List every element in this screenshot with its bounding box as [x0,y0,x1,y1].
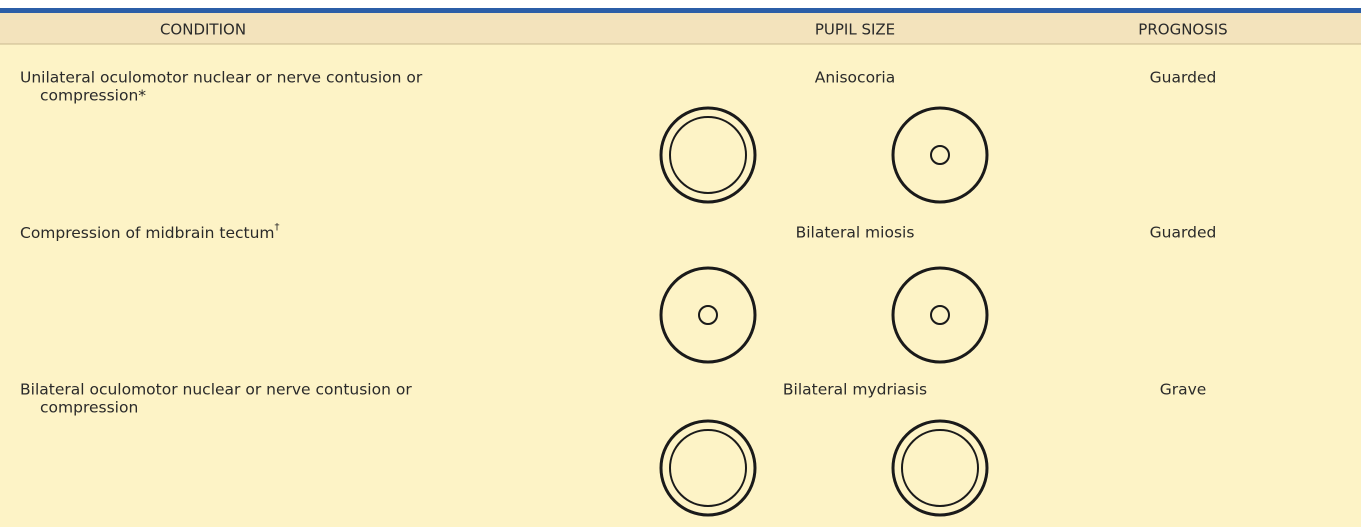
condition-text: compression [40,399,138,417]
condition-text: compression* [40,87,146,105]
pupil-diagram [659,106,989,204]
pupil-size: Bilateral miosis [796,224,915,242]
header-row [0,13,1361,44]
top-strip [0,0,1361,8]
condition-text: Unilateral oculomotor nuclear or nerve c… [20,69,423,87]
prognosis: Guarded [1150,224,1217,242]
condition-text: Bilateral oculomotor nuclear or nerve co… [20,381,412,399]
condition-text: Compression of midbrain tectum† [20,222,280,242]
header-cell: PROGNOSIS [1138,21,1227,39]
header-cell: PUPIL SIZE [815,21,895,39]
header-cell: CONDITION [160,21,246,39]
prognosis: Grave [1160,381,1207,399]
footnote-mark: † [275,222,280,233]
pupil-diagram [659,266,989,364]
pupil-diagram [659,419,989,517]
pupil-size: Anisocoria [815,69,895,87]
condition-line: Compression of midbrain tectum [20,224,275,242]
pupil-size: Bilateral mydriasis [783,381,927,399]
top-rule [0,8,1361,13]
prognosis: Guarded [1150,69,1217,87]
